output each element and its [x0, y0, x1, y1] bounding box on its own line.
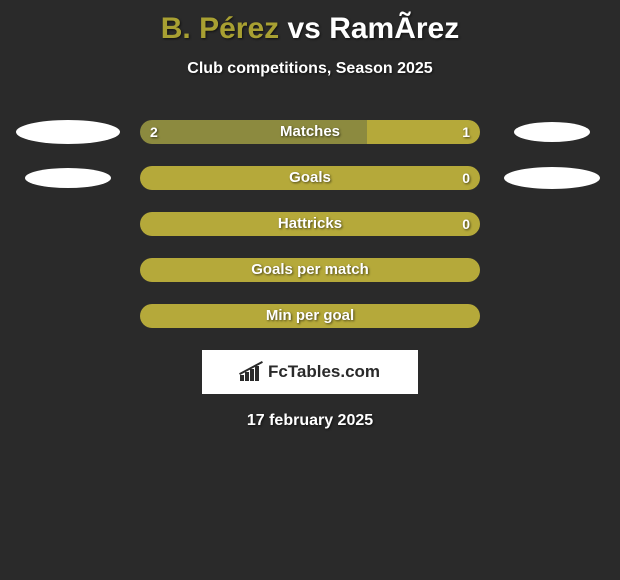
stat-bar [140, 258, 480, 282]
stat-row: Goals0 [0, 166, 620, 190]
vs-text: vs [287, 12, 320, 45]
page-title: B. Pérez vs RamÃrez [0, 0, 620, 46]
player2-name: RamÃrez [329, 12, 459, 45]
player2-oval [504, 167, 600, 189]
player1-oval [16, 120, 120, 144]
logo-text: FcTables.com [268, 362, 380, 382]
player1-oval [25, 168, 111, 188]
stat-bar [140, 212, 480, 236]
stat-value-right: 0 [462, 212, 470, 236]
stat-row: Min per goal [0, 304, 620, 328]
stat-bar [140, 120, 480, 144]
stat-value-left: 2 [150, 120, 158, 144]
player1-name: B. Pérez [161, 12, 279, 45]
subtitle: Club competitions, Season 2025 [0, 60, 620, 78]
stat-row: Matches21 [0, 120, 620, 144]
stat-row: Hattricks0 [0, 212, 620, 236]
stat-bar [140, 166, 480, 190]
stat-row: Goals per match [0, 258, 620, 282]
logo-box: FcTables.com [202, 350, 418, 394]
footer-date: 17 february 2025 [0, 412, 620, 430]
comparison-rows: Matches21Goals0Hattricks0Goals per match… [0, 120, 620, 328]
player2-oval [514, 122, 590, 142]
logo-chart-icon [240, 363, 262, 381]
stat-value-right: 1 [462, 120, 470, 144]
stat-bar [140, 304, 480, 328]
stat-value-right: 0 [462, 166, 470, 190]
